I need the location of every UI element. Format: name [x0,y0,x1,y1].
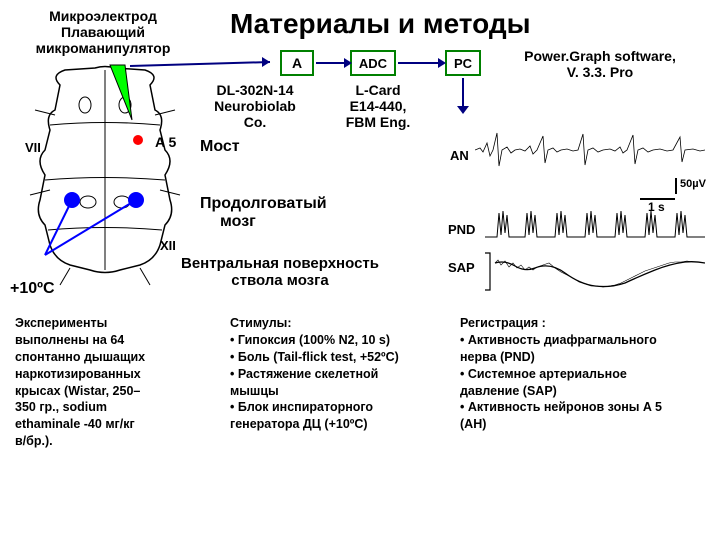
an-waveform [475,128,705,173]
reg-1b: нерва (PND) [460,349,710,366]
sw-line2: V. 3.3. Pro [500,64,700,80]
sap-label: SAP [448,260,475,275]
amplifier-box: A [280,50,314,76]
medulla-label: Продолговатый мозг [200,195,327,231]
arrow-adc-pc-head [438,58,446,68]
ventral-line1: Вентральная поверхность [155,255,405,272]
adc-line1: L-Card [328,82,428,98]
a5-label: A 5 [155,134,176,150]
exp-l5: крысах (Wistar, 250– [15,383,210,400]
reg-2: • Системное артериальное [460,366,710,383]
exp-l3: спонтанно дышащих [15,349,210,366]
stim-3: • Растяжение скелетной [230,366,445,383]
software-label: Power.Graph software, V. 3.3. Pro [500,48,700,80]
ventral-label: Вентральная поверхность ствола мозга [155,255,405,289]
exp-l1: Эксперименты [15,315,210,332]
exp-l8: в/бр.). [15,433,210,450]
an-label: AN [450,148,469,163]
reg-3b: (AH) [460,416,710,433]
registration-text: Регистрация : • Активность диафрагмально… [460,315,710,433]
adc-info: L-Card E14-440, FBM Eng. [328,82,428,130]
xii-label: XII [160,238,176,253]
ventral-line2: ствола мозга [155,272,405,289]
exp-l4: наркотизированных [15,366,210,383]
reg-1: • Активность диафрагмального [460,332,710,349]
vii-label: VII [25,140,41,155]
sw-line1: Power.Graph software, [500,48,700,64]
adc-line3: FBM Eng. [328,114,428,130]
stim-1: • Гипоксия (100% N2, 10 s) [230,332,445,349]
micro-line1: Микроэлектрод [28,8,178,24]
arrow-electrode-a [120,48,280,78]
scale-v: 50µV [680,178,706,190]
experiments-text: Эксперименты выполнены на 64 спонтанно д… [15,315,210,450]
stim-title: Стимулы: [230,315,445,332]
medulla-line2: мозг [220,213,327,231]
arrow-a-adc-head [344,58,352,68]
stim-4b: генератора ДЦ (+10ºC) [230,416,445,433]
reg-2b: давление (SAP) [460,383,710,400]
adc-line2: E14-440, [328,98,428,114]
amp-line2: Neurobiolab [190,98,320,114]
amp-line3: Co. [190,114,320,130]
temp-label: +10ºC [10,280,55,298]
pnd-label: PND [448,222,475,237]
adc-box: ADC [350,50,396,76]
exp-l7: ethaminale -40 мг/кг [15,416,210,433]
amp-line1: DL-302N-14 [190,82,320,98]
sap-waveform [485,248,705,298]
micro-line2: Плавающий [28,24,178,40]
pc-box: PC [445,50,481,76]
scale-t-bar [640,198,675,200]
reg-title: Регистрация : [460,315,710,332]
pnd-waveform [485,205,705,245]
medulla-line1: Продолговатый [200,195,327,213]
reg-3: • Активность нейронов зоны A 5 [460,399,710,416]
arrow-pc-down-head [457,106,469,114]
exp-l6: 350 гр., sodium [15,399,210,416]
stim-4: • Блок инспираторного [230,399,445,416]
main-title: Материалы и методы [230,8,531,40]
exp-l2: выполнены на 64 [15,332,210,349]
stim-3b: мышцы [230,383,445,400]
pons-label: Мост [200,138,240,156]
scale-v-bar [675,178,677,194]
stim-2: • Боль (Tail-flick test, +52ºC) [230,349,445,366]
stimuli-text: Стимулы: • Гипоксия (100% N2, 10 s) • Бо… [230,315,445,433]
arrow-adc-pc [398,62,442,64]
amplifier-info: DL-302N-14 Neurobiolab Co. [190,82,320,130]
